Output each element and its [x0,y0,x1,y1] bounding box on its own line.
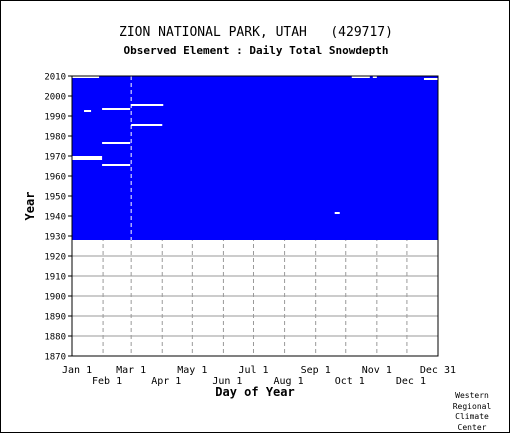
y-tick-label: 1980 [44,133,66,143]
missing-data-mark [84,110,92,112]
y-tick-label: 1950 [44,193,66,203]
y-tick-label: 1870 [44,353,66,363]
missing-data-mark [72,158,103,160]
missing-data-mark [334,212,340,214]
chart-title: ZION NATIONAL PARK, UTAH (429717) [119,25,393,40]
x-tick-label: Dec 1 [396,376,426,387]
y-tick-label: 1910 [44,273,66,283]
y-tick-label: 1890 [44,313,66,323]
missing-data-mark [72,156,103,158]
y-tick-label: 2010 [44,73,66,83]
x-tick-label: Apr 1 [151,376,181,387]
credit-line: Western [455,391,489,400]
y-tick-label: 1940 [44,213,66,223]
missing-data-mark [131,104,164,106]
x-tick-label: Dec 31 [420,365,456,376]
x-tick-label: Jun 1 [212,376,242,387]
chart-subtitle: Observed Element : Daily Total Snowdepth [123,44,389,57]
y-tick-label: 1930 [44,233,66,243]
credit-line: Center [457,422,487,432]
y-tick-label: 1920 [44,253,66,263]
credit-line: Regional [452,401,492,411]
wrcc-credit: Western Regional Climate Center [447,391,497,433]
x-tick-label: Nov 1 [362,365,392,376]
y-tick-label: 2000 [44,93,66,103]
x-tick-label: May 1 [177,365,207,376]
missing-data-mark [102,108,131,110]
observed-data-region [72,76,438,240]
credit-line: Climate [455,412,489,421]
x-tick-label: Aug 1 [274,376,304,387]
missing-data-mark [423,78,438,80]
y-tick-label: 1990 [44,113,66,123]
y-tick-label: 1900 [44,293,66,303]
missing-data-mark [351,76,370,78]
missing-data-mark [372,76,377,78]
x-tick-label: Jan 1 [62,365,92,376]
x-tick-label: Feb 1 [92,376,122,387]
missing-data-mark [72,76,100,78]
x-axis-title: Day of Year [215,385,294,399]
y-tick-label: 1970 [44,153,66,163]
y-tick-label: 1960 [44,173,66,183]
x-tick-label: Mar 1 [116,365,146,376]
x-tick-label: Sep 1 [301,365,331,376]
missing-data-mark [131,124,163,126]
x-tick-label: Jul 1 [238,365,268,376]
y-tick-label: 1880 [44,333,66,343]
y-axis-title: Year [23,192,37,221]
missing-data-mark [102,164,131,166]
x-tick-label: Oct 1 [335,376,365,387]
missing-data-mark [102,142,131,144]
